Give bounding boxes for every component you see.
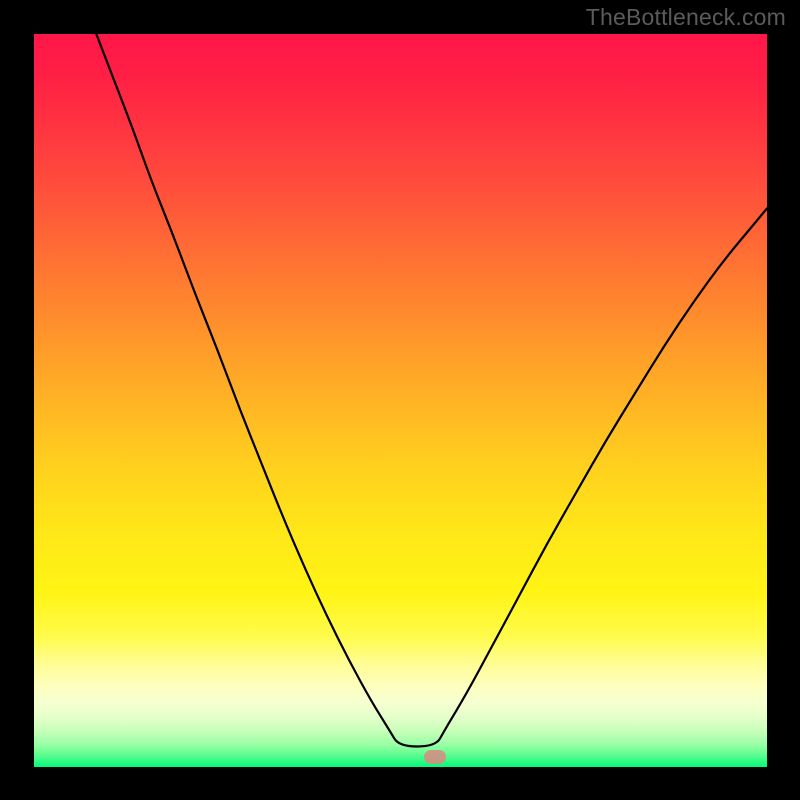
bottleneck-chart	[0, 0, 800, 800]
plot-background	[34, 34, 767, 767]
